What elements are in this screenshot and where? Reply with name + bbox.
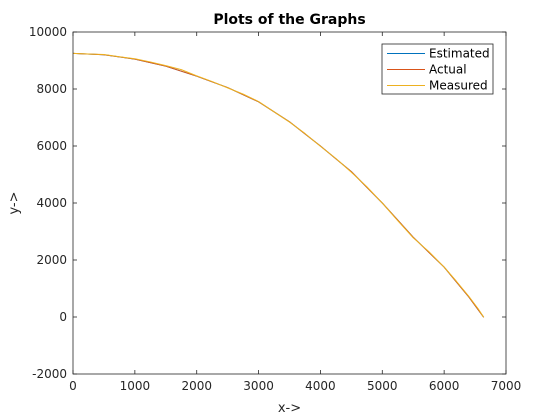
- x-tick-label: 1000: [120, 379, 151, 393]
- x-tick-label: 2000: [181, 379, 212, 393]
- legend-label-measured: Measured: [429, 79, 488, 93]
- y-tick-label: 6000: [36, 139, 67, 153]
- legend-label-actual: Actual: [429, 63, 467, 77]
- axes-box: [72, 31, 507, 375]
- y-axis-label: y->: [7, 191, 22, 214]
- y-tick-label: 2000: [36, 253, 67, 267]
- x-tick-label: 5000: [367, 379, 398, 393]
- x-tick-label: 7000: [491, 379, 522, 393]
- x-tick-label: 6000: [429, 379, 460, 393]
- y-tick-label: 10000: [29, 25, 67, 39]
- series-layer: [72, 52, 485, 318]
- x-tick-label: 4000: [305, 379, 336, 393]
- tick-layer: 0 1000 2000 3000 4000 5000 6000 7000-2000020004…: [29, 25, 521, 393]
- chart-title: Plots of the Graphs: [213, 12, 365, 28]
- legend-label-estimated: Estimated: [429, 47, 490, 61]
- y-tick-label: 4000: [36, 196, 67, 210]
- y-tick-label: -2000: [32, 367, 67, 381]
- x-axis-label: x->: [278, 401, 301, 416]
- legend: Estimated Actual Measured: [381, 43, 494, 95]
- x-tick-label: 3000: [243, 379, 274, 393]
- x-tick-label: 0: [69, 379, 77, 393]
- y-tick-label: 8000: [36, 82, 67, 96]
- series-line-measured: [72, 52, 485, 318]
- y-tick-label: 0: [59, 310, 67, 324]
